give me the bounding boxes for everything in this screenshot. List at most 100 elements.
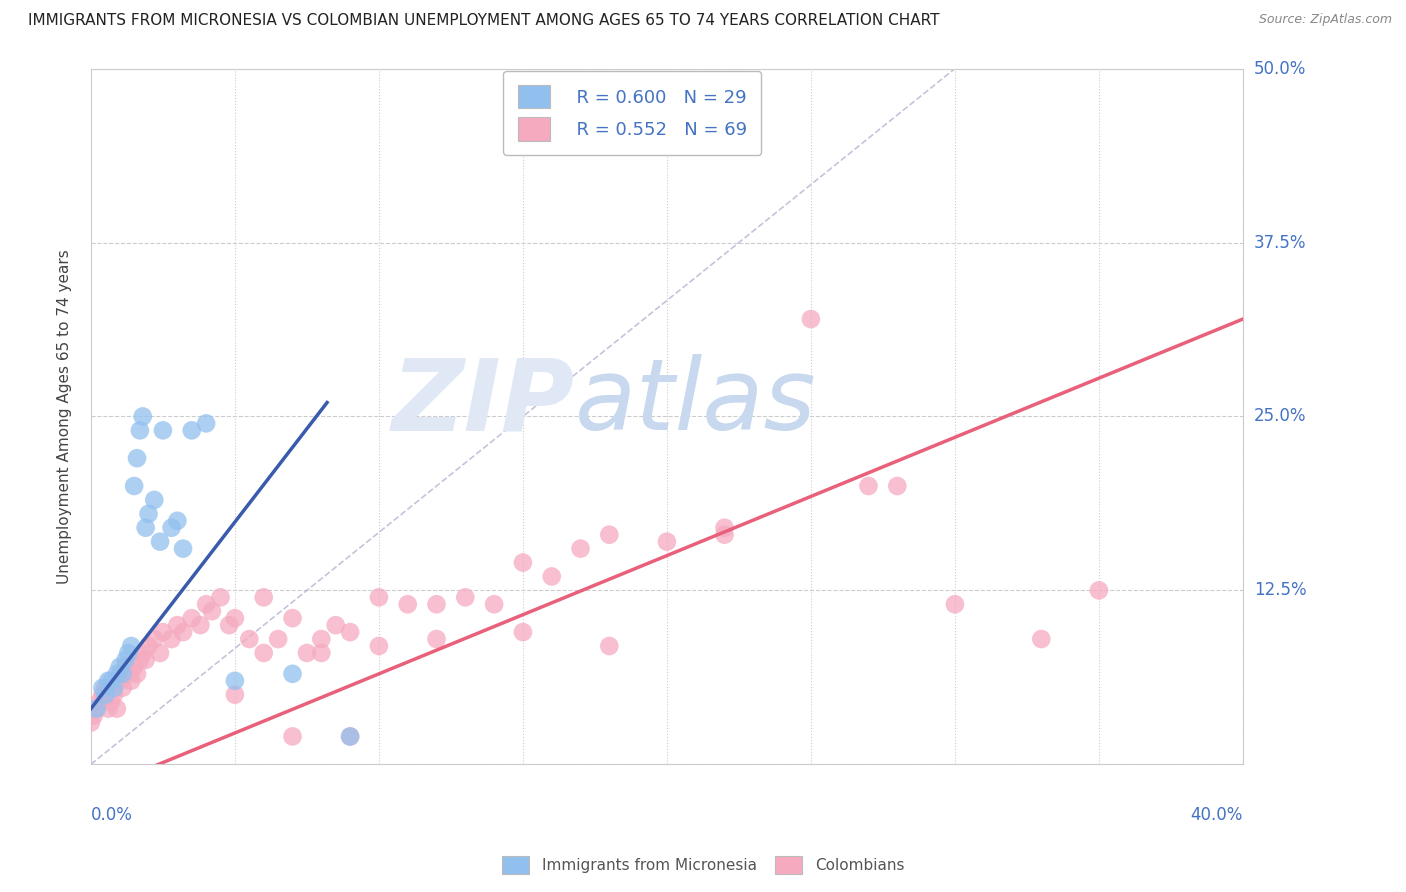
Point xyxy=(512,625,534,640)
Point xyxy=(1031,632,1053,646)
Point xyxy=(132,646,155,660)
Point xyxy=(86,701,108,715)
Point xyxy=(100,673,122,688)
Point xyxy=(209,591,232,605)
Point xyxy=(253,646,276,660)
Legend: Immigrants from Micronesia, Colombians: Immigrants from Micronesia, Colombians xyxy=(496,850,910,880)
Point xyxy=(253,591,276,605)
Point xyxy=(655,534,678,549)
Point xyxy=(425,597,447,611)
Point xyxy=(281,730,304,744)
Point xyxy=(120,639,142,653)
Point xyxy=(94,688,117,702)
Point xyxy=(339,730,361,744)
Point xyxy=(149,534,172,549)
Point xyxy=(540,569,562,583)
Point xyxy=(143,632,166,646)
Point xyxy=(512,556,534,570)
Point xyxy=(396,597,419,611)
Point xyxy=(180,423,202,437)
Text: 12.5%: 12.5% xyxy=(1254,582,1306,599)
Point xyxy=(117,646,139,660)
Point xyxy=(295,646,318,660)
Point xyxy=(160,632,183,646)
Point xyxy=(224,673,246,688)
Point xyxy=(117,666,139,681)
Point xyxy=(135,653,157,667)
Text: 40.0%: 40.0% xyxy=(1191,806,1243,824)
Point xyxy=(224,611,246,625)
Point xyxy=(224,688,246,702)
Point xyxy=(105,701,128,715)
Point xyxy=(311,632,333,646)
Point xyxy=(111,681,134,695)
Point xyxy=(97,701,120,715)
Point xyxy=(943,597,966,611)
Point xyxy=(138,639,160,653)
Point xyxy=(128,653,150,667)
Point xyxy=(325,618,347,632)
Legend:   R = 0.600   N = 29,   R = 0.552   N = 69: R = 0.600 N = 29, R = 0.552 N = 69 xyxy=(503,70,761,155)
Point xyxy=(1088,583,1111,598)
Point xyxy=(143,492,166,507)
Point xyxy=(89,695,111,709)
Point xyxy=(311,646,333,660)
Point xyxy=(166,514,188,528)
Point xyxy=(91,688,114,702)
Point xyxy=(125,451,148,466)
Point xyxy=(108,673,131,688)
Point xyxy=(339,625,361,640)
Point xyxy=(281,666,304,681)
Point xyxy=(80,715,103,730)
Point xyxy=(152,423,174,437)
Point xyxy=(598,639,620,653)
Y-axis label: Unemployment Among Ages 65 to 74 years: Unemployment Among Ages 65 to 74 years xyxy=(58,249,72,583)
Point xyxy=(100,695,122,709)
Point xyxy=(94,681,117,695)
Point xyxy=(83,708,105,723)
Point xyxy=(149,646,172,660)
Point xyxy=(132,409,155,424)
Point xyxy=(128,423,150,437)
Text: IMMIGRANTS FROM MICRONESIA VS COLOMBIAN UNEMPLOYMENT AMONG AGES 65 TO 74 YEARS C: IMMIGRANTS FROM MICRONESIA VS COLOMBIAN … xyxy=(28,13,939,29)
Point xyxy=(97,673,120,688)
Point xyxy=(195,597,218,611)
Point xyxy=(111,666,134,681)
Point xyxy=(482,597,505,611)
Point xyxy=(713,521,735,535)
Point xyxy=(122,479,145,493)
Point xyxy=(800,312,823,326)
Point xyxy=(368,639,391,653)
Point xyxy=(454,591,477,605)
Point xyxy=(172,625,194,640)
Point xyxy=(713,527,735,541)
Point xyxy=(569,541,592,556)
Point xyxy=(886,479,908,493)
Point xyxy=(120,673,142,688)
Point xyxy=(201,604,224,618)
Point xyxy=(598,527,620,541)
Point xyxy=(108,660,131,674)
Point xyxy=(858,479,880,493)
Point xyxy=(218,618,240,632)
Point xyxy=(125,666,148,681)
Text: atlas: atlas xyxy=(575,354,817,451)
Text: Source: ZipAtlas.com: Source: ZipAtlas.com xyxy=(1258,13,1392,27)
Point xyxy=(267,632,290,646)
Point xyxy=(103,688,125,702)
Point xyxy=(114,660,136,674)
Point xyxy=(103,681,125,695)
Point xyxy=(368,591,391,605)
Point xyxy=(135,521,157,535)
Point xyxy=(172,541,194,556)
Point xyxy=(122,660,145,674)
Text: 0.0%: 0.0% xyxy=(91,806,132,824)
Text: 25.0%: 25.0% xyxy=(1254,408,1306,425)
Point xyxy=(138,507,160,521)
Point xyxy=(86,701,108,715)
Text: 37.5%: 37.5% xyxy=(1254,234,1306,252)
Text: 50.0%: 50.0% xyxy=(1254,60,1306,78)
Point xyxy=(166,618,188,632)
Point xyxy=(180,611,202,625)
Text: ZIP: ZIP xyxy=(392,354,575,451)
